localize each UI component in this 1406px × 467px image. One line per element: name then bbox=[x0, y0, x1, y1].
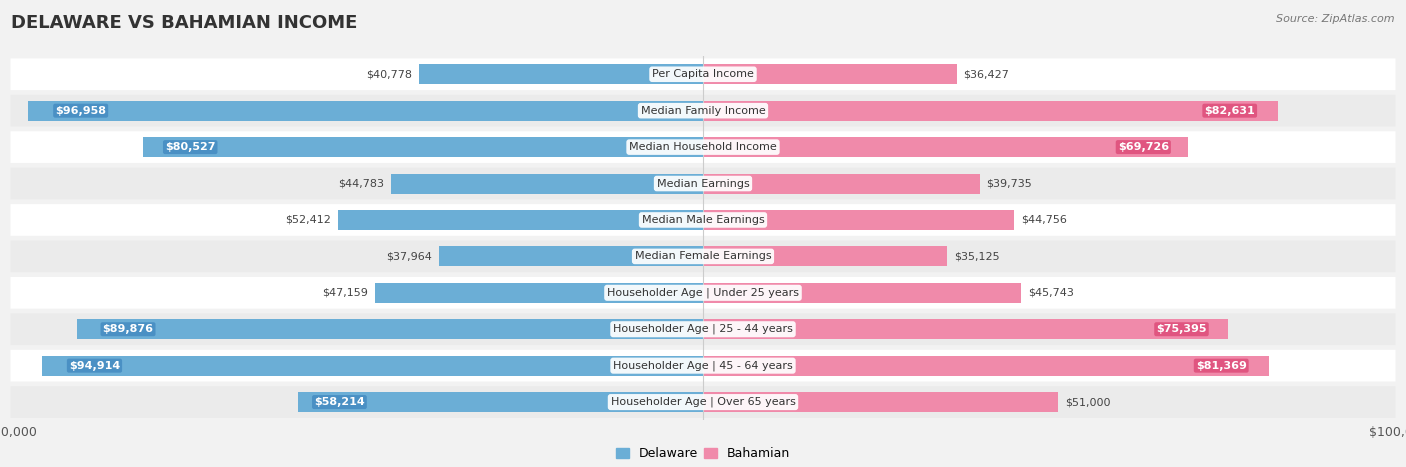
Text: $75,395: $75,395 bbox=[1156, 324, 1206, 334]
Text: $69,726: $69,726 bbox=[1118, 142, 1168, 152]
Bar bbox=[703, 283, 1021, 303]
FancyBboxPatch shape bbox=[10, 350, 1396, 382]
Bar bbox=[339, 210, 703, 230]
Bar bbox=[703, 356, 1270, 375]
Text: DELAWARE VS BAHAMIAN INCOME: DELAWARE VS BAHAMIAN INCOME bbox=[11, 14, 357, 32]
Text: Median Household Income: Median Household Income bbox=[628, 142, 778, 152]
Bar bbox=[391, 174, 703, 193]
Bar bbox=[703, 247, 948, 266]
Legend: Delaware, Bahamian: Delaware, Bahamian bbox=[612, 442, 794, 465]
Bar bbox=[703, 319, 1227, 339]
Text: $45,743: $45,743 bbox=[1028, 288, 1074, 298]
Text: Median Male Earnings: Median Male Earnings bbox=[641, 215, 765, 225]
Bar bbox=[703, 210, 1015, 230]
Bar bbox=[142, 137, 703, 157]
FancyBboxPatch shape bbox=[10, 386, 1396, 418]
Bar bbox=[28, 101, 703, 120]
FancyBboxPatch shape bbox=[10, 58, 1396, 90]
Text: Householder Age | Over 65 years: Householder Age | Over 65 years bbox=[610, 397, 796, 407]
Text: Source: ZipAtlas.com: Source: ZipAtlas.com bbox=[1277, 14, 1395, 24]
Text: $96,958: $96,958 bbox=[55, 106, 107, 116]
FancyBboxPatch shape bbox=[10, 168, 1396, 199]
Text: Householder Age | 45 - 64 years: Householder Age | 45 - 64 years bbox=[613, 361, 793, 371]
Bar bbox=[375, 283, 703, 303]
Text: $40,778: $40,778 bbox=[366, 69, 412, 79]
Text: $52,412: $52,412 bbox=[285, 215, 332, 225]
Bar bbox=[703, 174, 980, 193]
Bar bbox=[419, 64, 703, 84]
Text: Householder Age | Under 25 years: Householder Age | Under 25 years bbox=[607, 288, 799, 298]
Bar bbox=[298, 392, 703, 412]
Bar bbox=[703, 101, 1278, 120]
FancyBboxPatch shape bbox=[10, 277, 1396, 309]
Text: $35,125: $35,125 bbox=[955, 251, 1000, 262]
Text: $47,159: $47,159 bbox=[322, 288, 368, 298]
Text: $51,000: $51,000 bbox=[1064, 397, 1111, 407]
Text: Median Family Income: Median Family Income bbox=[641, 106, 765, 116]
Text: $37,964: $37,964 bbox=[387, 251, 432, 262]
Bar bbox=[439, 247, 703, 266]
FancyBboxPatch shape bbox=[10, 313, 1396, 345]
Text: $82,631: $82,631 bbox=[1205, 106, 1256, 116]
Bar bbox=[703, 137, 1188, 157]
Text: $58,214: $58,214 bbox=[314, 397, 364, 407]
Text: $44,756: $44,756 bbox=[1021, 215, 1067, 225]
Text: $39,735: $39,735 bbox=[987, 178, 1032, 189]
Text: $80,527: $80,527 bbox=[165, 142, 215, 152]
Text: $94,914: $94,914 bbox=[69, 361, 120, 371]
Text: Median Earnings: Median Earnings bbox=[657, 178, 749, 189]
Text: Median Female Earnings: Median Female Earnings bbox=[634, 251, 772, 262]
Text: Per Capita Income: Per Capita Income bbox=[652, 69, 754, 79]
Bar bbox=[77, 319, 703, 339]
Text: $36,427: $36,427 bbox=[963, 69, 1010, 79]
FancyBboxPatch shape bbox=[10, 204, 1396, 236]
Text: $89,876: $89,876 bbox=[103, 324, 153, 334]
Bar bbox=[703, 64, 956, 84]
Text: Householder Age | 25 - 44 years: Householder Age | 25 - 44 years bbox=[613, 324, 793, 334]
FancyBboxPatch shape bbox=[10, 95, 1396, 127]
FancyBboxPatch shape bbox=[10, 241, 1396, 272]
Bar bbox=[703, 392, 1057, 412]
Text: $81,369: $81,369 bbox=[1195, 361, 1247, 371]
Bar bbox=[42, 356, 703, 375]
FancyBboxPatch shape bbox=[10, 131, 1396, 163]
Text: $44,783: $44,783 bbox=[339, 178, 384, 189]
